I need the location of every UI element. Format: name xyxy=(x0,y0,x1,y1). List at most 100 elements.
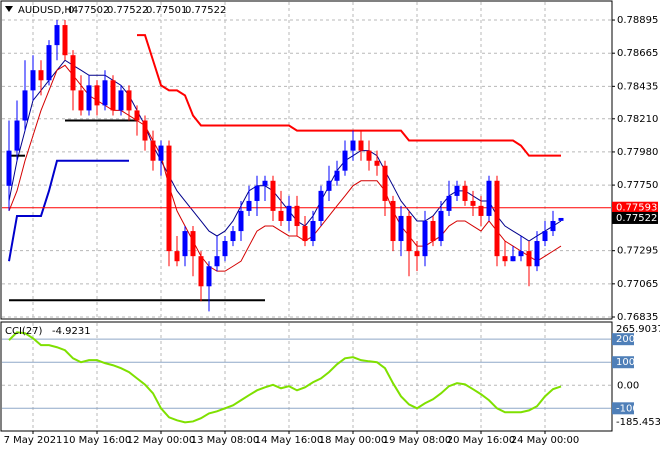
indicator-line xyxy=(8,59,562,242)
x-tick-label: 7 May 2021 xyxy=(4,435,63,446)
candle-body xyxy=(62,25,68,56)
candle-body xyxy=(262,180,268,186)
y-tick-label: 0.78895 xyxy=(617,15,658,26)
candle-body xyxy=(118,90,124,111)
candle-body xyxy=(166,145,172,252)
level-box xyxy=(612,356,634,369)
candle-body xyxy=(454,185,460,196)
x-tick-label: 14 May 16:00 xyxy=(255,435,324,446)
x-tick-label: 12 May 00:00 xyxy=(127,435,196,446)
candle-body xyxy=(46,45,52,81)
candle-body xyxy=(390,200,396,242)
candle-body xyxy=(342,150,348,171)
y-tick-label: 0.77750 xyxy=(617,180,658,191)
candle-body xyxy=(158,145,164,161)
level-box xyxy=(612,402,634,415)
candle-body xyxy=(30,70,36,91)
candle-body xyxy=(198,256,204,287)
candle-body xyxy=(350,140,356,151)
candle-body xyxy=(214,256,220,267)
candle-body xyxy=(494,180,500,257)
candle-body xyxy=(294,205,300,227)
header-close: 0.77522 xyxy=(185,5,226,16)
header-low: 0.77501 xyxy=(146,5,187,16)
candle-body xyxy=(182,231,188,257)
x-tick-label: 20 May 16:00 xyxy=(447,435,516,446)
candle-body xyxy=(126,90,132,111)
y-tick-label: 0.77295 xyxy=(617,246,658,257)
candle-body xyxy=(230,231,236,242)
cci-value: -4.9231 xyxy=(52,326,91,337)
symbol-title: AUDUSD,H4 xyxy=(18,5,78,16)
candle-body xyxy=(470,200,476,206)
candle-body xyxy=(382,165,388,201)
y-tick-label: 0.78435 xyxy=(617,81,658,92)
candle-body xyxy=(366,150,372,161)
candle-body xyxy=(206,266,212,287)
header-open: 0.77502 xyxy=(68,5,109,16)
y-tick-label: 0.78210 xyxy=(617,114,658,125)
candle-body xyxy=(286,205,292,221)
candle-body xyxy=(510,256,516,262)
candle-body xyxy=(302,226,308,242)
candle-body xyxy=(526,251,532,267)
candle-body xyxy=(558,217,564,221)
level-box xyxy=(612,333,634,346)
candle-body xyxy=(6,150,12,186)
candle-body xyxy=(278,210,284,221)
candle-body xyxy=(102,80,108,106)
candle-body xyxy=(374,160,380,166)
candle-body xyxy=(134,110,140,121)
header-high: 0.77522 xyxy=(107,5,148,16)
x-tick-label: 18 May 00:00 xyxy=(319,435,388,446)
candle-body xyxy=(518,251,524,257)
cci-frame xyxy=(0,321,613,432)
y-tick-label: 0.77980 xyxy=(617,147,658,158)
candle-body xyxy=(78,90,84,111)
y-tick-label: 100 xyxy=(616,357,635,368)
candle-body xyxy=(318,190,324,221)
candle-body xyxy=(190,231,196,257)
candle-body xyxy=(502,256,508,262)
candle-body xyxy=(438,210,444,242)
candle-body xyxy=(110,80,116,111)
price-line-box xyxy=(612,201,658,214)
x-tick-label: 10 May 16:00 xyxy=(63,435,132,446)
menu-arrow[interactable] xyxy=(5,6,13,12)
candle-body xyxy=(486,180,492,216)
candle-body xyxy=(150,140,156,161)
price-line-label: 0.77593 xyxy=(616,203,657,214)
last-price-label: 0.77522 xyxy=(616,213,657,224)
candle-body xyxy=(174,251,180,262)
candle-body xyxy=(422,220,428,257)
indicator-line xyxy=(137,34,561,157)
candle-body xyxy=(550,220,556,232)
y-tick-label: 0.77065 xyxy=(617,279,658,290)
candle-body xyxy=(398,215,404,242)
cci-title: CCI(27) xyxy=(5,326,43,337)
candle-body xyxy=(38,70,44,81)
candle-body xyxy=(310,220,316,242)
x-tick-label: 19 May 08:00 xyxy=(383,435,452,446)
indicator-line xyxy=(8,159,129,262)
candle-body xyxy=(334,170,340,181)
candle-body xyxy=(54,25,60,46)
candle-body xyxy=(406,215,412,252)
candle-body xyxy=(70,55,76,91)
candle-body xyxy=(414,251,420,257)
candle-body xyxy=(326,180,332,191)
main-frame xyxy=(0,0,613,320)
cci-min-label: -185.4538 xyxy=(616,417,660,428)
cci-max-label: 265.9037 xyxy=(616,324,660,335)
y-tick-label: -100 xyxy=(616,403,639,414)
candle-body xyxy=(254,185,260,201)
candle-body xyxy=(534,241,540,267)
candle-body xyxy=(86,85,92,111)
indicator-line xyxy=(8,64,562,272)
candle-body xyxy=(238,210,244,232)
candle-body xyxy=(142,120,148,141)
candle-body xyxy=(14,120,20,151)
